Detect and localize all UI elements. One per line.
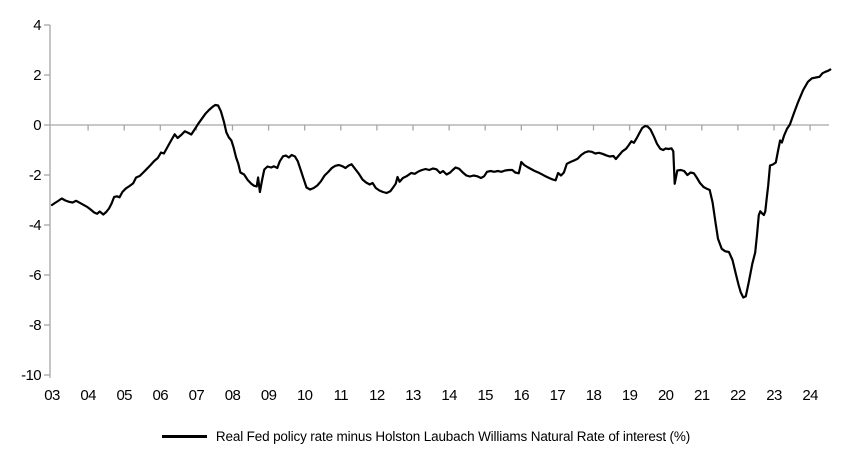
x-tick-label: 04 xyxy=(80,387,96,404)
x-tick-label: 24 xyxy=(802,387,818,404)
x-tick-label: 11 xyxy=(334,387,349,404)
y-tick-label: -4 xyxy=(29,217,41,234)
x-tick-label: 10 xyxy=(297,387,313,404)
y-tick-label: -2 xyxy=(29,167,41,184)
x-tick-label: 14 xyxy=(441,387,457,404)
x-tick-label: 21 xyxy=(694,387,710,404)
x-tick-label: 20 xyxy=(658,387,674,404)
x-tick-label: 17 xyxy=(550,387,566,404)
y-tick-label: -6 xyxy=(29,267,41,284)
x-tick-label: 07 xyxy=(189,387,205,404)
x-tick-label: 15 xyxy=(477,387,493,404)
x-tick-label: 09 xyxy=(261,387,277,404)
series-group xyxy=(50,68,832,299)
x-tick-label: 05 xyxy=(116,387,132,404)
legend-line-swatch xyxy=(161,435,207,438)
x-axis: 03 04 05 06 07 08 09 10 11 12 13 14 15 16 17 18 19 20 21 22… xyxy=(44,125,819,404)
y-tick-label: 2 xyxy=(33,67,41,84)
x-tick-label: 19 xyxy=(622,387,638,404)
x-tick-label: 22 xyxy=(730,387,746,404)
y-axis: 4 2 0 -2 -4 -6 -8 -10 xyxy=(21,17,51,384)
x-tick-label: 23 xyxy=(766,387,782,404)
x-tick-label: 08 xyxy=(225,387,241,404)
x-tick-label: 06 xyxy=(153,387,169,404)
x-tick-label: 03 xyxy=(44,387,60,404)
y-tick-label: 0 xyxy=(33,117,41,134)
y-tick-label: -8 xyxy=(29,317,41,334)
series-line xyxy=(50,68,832,299)
y-tick-label: -10 xyxy=(21,367,41,384)
y-tick-label: 4 xyxy=(33,17,41,34)
x-tick-label: 16 xyxy=(514,387,530,404)
x-tick-label: 13 xyxy=(405,387,421,404)
x-tick-label: 18 xyxy=(586,387,602,404)
legend-label: Real Fed policy rate minus Holston Lauba… xyxy=(215,429,691,444)
legend: Real Fed policy rate minus Holston Lauba… xyxy=(0,429,852,444)
x-tick-label: 12 xyxy=(369,387,385,404)
